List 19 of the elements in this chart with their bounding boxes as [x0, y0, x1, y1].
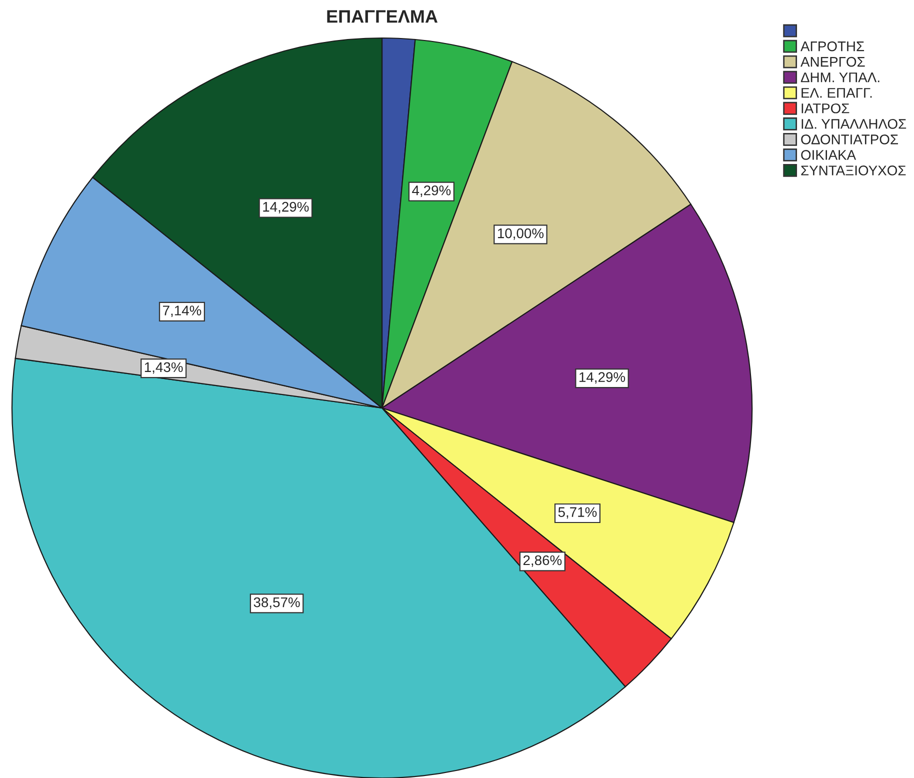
data-label: 7,14% — [163, 306, 202, 318]
data-label: 5,71% — [558, 507, 597, 519]
data-label: 10,00% — [498, 228, 544, 240]
data-label: 2,86% — [523, 555, 562, 567]
legend-label: ΙΔ. ΥΠΑΛΛΗΛΟΣ — [802, 118, 906, 129]
legend-label: ΔΗΜ. ΥΠΑΛ. — [800, 72, 880, 82]
legend-label: ΣΥΝΤΑΞΙΟΥΧΟΣ — [801, 166, 906, 176]
data-label: 14,29% — [580, 372, 626, 384]
data-label: 38,57% — [254, 597, 300, 609]
data-label: 4,29% — [412, 185, 451, 197]
legend-label: ΟΙΚΙΑΚΑ — [801, 150, 856, 160]
legend-label: ΟΔΟΝΤΙΑΤΡΟΣ — [801, 134, 898, 144]
legend-label: ΙΑΤΡΟΣ — [802, 103, 850, 114]
data-label: 1,43% — [144, 362, 183, 374]
legend-label: ΑΝΕΡΓΟΣ — [800, 56, 865, 67]
legend-label: ΑΓΡΟΤΗΣ — [800, 41, 864, 52]
chart-title: ΕΠΑΓΓΕΛΜΑ — [327, 10, 438, 23]
data-label: 14,29% — [263, 202, 309, 214]
legend-label: ΕΛ. ΕΠΑΓΓ. — [802, 88, 872, 98]
